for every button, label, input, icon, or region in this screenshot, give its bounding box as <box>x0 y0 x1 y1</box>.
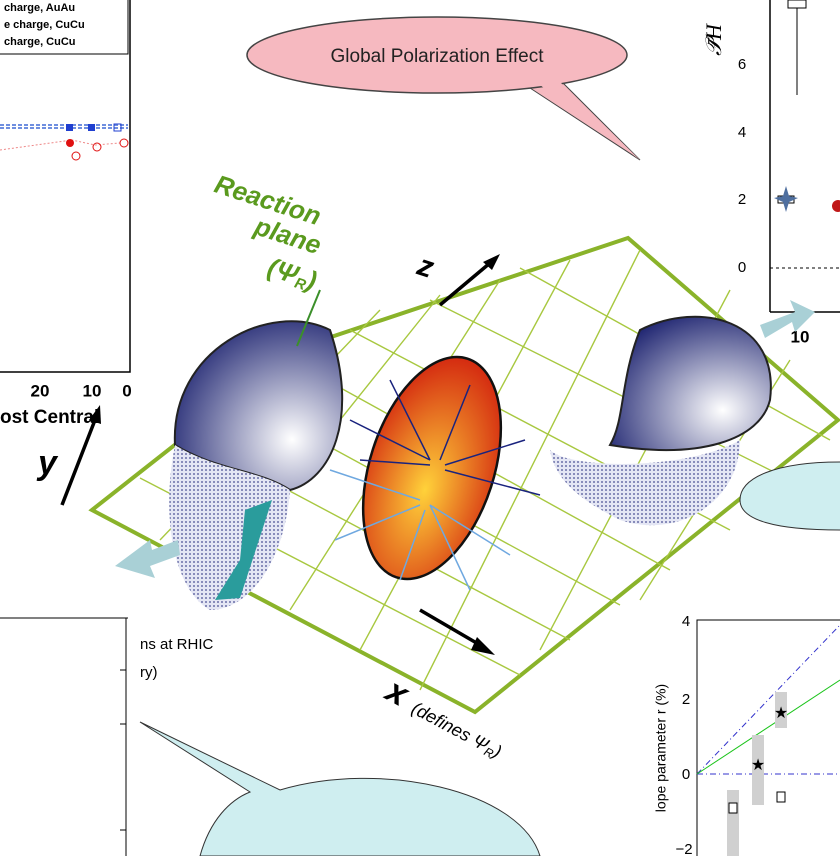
y-axis-label: lope parameter r (%) <box>653 684 669 812</box>
legend-entry: charge, CuCu <box>4 36 76 48</box>
y-tick-label: 0 <box>738 259 746 276</box>
overlap-region <box>337 339 526 596</box>
marker <box>120 139 128 147</box>
x-note: (defines ΨR) <box>407 698 505 764</box>
reference-line <box>697 625 840 774</box>
top-left-panel: charge, AuAu e charge, CuCu charge, CuCu… <box>0 0 132 428</box>
arrow-head <box>471 637 495 655</box>
motion-arrow <box>115 540 180 578</box>
marker <box>832 200 840 212</box>
axis-arrow <box>62 420 95 505</box>
x-axis-label: ost Central <box>0 407 99 428</box>
frame <box>697 620 840 856</box>
x-tick-label: 20 <box>31 381 50 400</box>
top-right-panel: 6 4 2 0 10 𝒫̄H <box>701 0 840 346</box>
marker: ★ <box>774 705 788 722</box>
marker <box>66 124 73 131</box>
marker <box>788 0 806 8</box>
marker <box>72 152 80 160</box>
y-tick-label: 2 <box>682 691 690 708</box>
callout-partial <box>740 462 840 530</box>
axis-label: y <box>36 444 59 482</box>
callout: Global Polarization Effect <box>247 17 640 160</box>
axis-arrow <box>440 263 490 305</box>
callout-tail <box>530 80 640 160</box>
y-tick-label: 2 <box>738 191 746 208</box>
axis-label: x <box>378 671 416 715</box>
axis-label: z <box>412 248 437 284</box>
data-line <box>0 140 120 150</box>
y-tick-label: 4 <box>682 613 690 630</box>
plane-label: Reaction plane (ΨR) <box>211 169 325 297</box>
x-tick-label: 10 <box>791 327 810 346</box>
x-tick-label: 10 <box>83 381 102 400</box>
nucleus-right <box>610 317 771 450</box>
marker <box>729 803 737 813</box>
bottom-left-panel: ns at RHIC ry) <box>0 618 214 856</box>
callout-text: Global Polarization Effect <box>331 46 545 67</box>
collage: charge, AuAu e charge, CuCu charge, CuCu… <box>0 0 840 856</box>
data-line <box>0 125 128 128</box>
bottom-right-panel: ★ ★ 4 2 0 −2 lope parameter r (%) <box>653 613 840 856</box>
panel-text: ry) <box>140 664 158 681</box>
x-tick-label: 0 <box>122 381 131 400</box>
nucleus-right-remnant <box>550 440 740 525</box>
panel-text: ns at RHIC <box>140 636 214 653</box>
y-tick-label: 0 <box>682 766 690 783</box>
legend-entry: e charge, CuCu <box>4 19 85 31</box>
marker <box>66 139 74 147</box>
y-tick-label: −2 <box>675 841 692 856</box>
y-tick-label: 4 <box>738 124 746 141</box>
marker <box>774 186 798 212</box>
legend-entry: charge, AuAu <box>4 2 75 14</box>
y-axis-label: 𝒫̄H <box>701 23 726 56</box>
callout-joint <box>540 82 640 160</box>
marker <box>93 143 101 151</box>
x-label: x (defines ΨR) <box>378 671 511 766</box>
marker <box>777 792 785 802</box>
frame <box>0 0 130 372</box>
page: charge, AuAu e charge, CuCu charge, CuCu… <box>0 0 840 856</box>
y-tick-label: 6 <box>738 56 746 73</box>
marker <box>88 124 95 131</box>
error-band <box>727 790 739 856</box>
marker: ★ <box>751 757 765 774</box>
fit-line <box>697 680 840 774</box>
